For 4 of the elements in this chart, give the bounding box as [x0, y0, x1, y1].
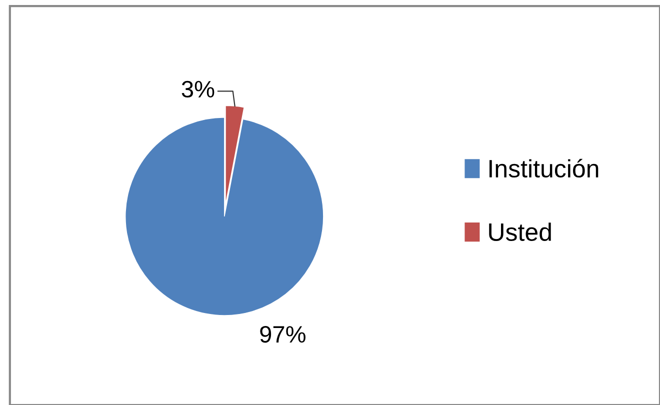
data-label: 97% [260, 326, 306, 343]
data-label: 3% [182, 80, 214, 98]
legend-label: Usted [489, 222, 551, 241]
legend-label: Institución [490, 158, 598, 178]
